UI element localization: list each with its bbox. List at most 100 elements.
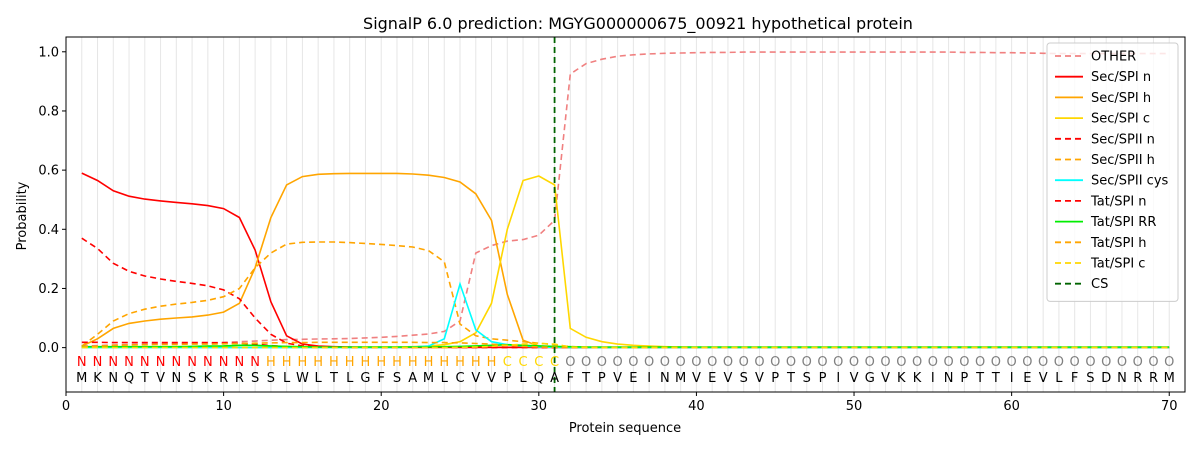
residue-label: E [629, 371, 637, 386]
region-label: H [471, 355, 481, 370]
residue-label: M [423, 371, 434, 386]
residue-label: T [140, 371, 149, 386]
region-label: O [754, 355, 764, 370]
residue-label: S [188, 371, 196, 386]
residue-label: I [647, 371, 651, 386]
legend-label: Sec/SPI h [1091, 91, 1151, 106]
region-label: O [691, 355, 701, 370]
residue-label: T [786, 371, 795, 386]
legend-label: Tat/SPI h [1090, 236, 1147, 251]
residue-label: S [1086, 371, 1094, 386]
residue-label: N [660, 371, 670, 386]
region-label: O [1085, 355, 1095, 370]
y-tick-label: 1.0 [38, 45, 59, 60]
region-label: N [140, 355, 150, 370]
residue-label: V [613, 371, 622, 386]
region-label: C [534, 355, 543, 370]
region-label: C [503, 355, 512, 370]
region-label: N [171, 355, 181, 370]
residue-label: R [1133, 371, 1142, 386]
region-label: O [880, 355, 890, 370]
residue-label: K [93, 371, 102, 386]
region-label: O [959, 355, 969, 370]
residue-label: W [296, 371, 309, 386]
residue-label: T [329, 371, 338, 386]
residue-label: F [567, 371, 574, 386]
y-tick-label: 0.2 [38, 282, 59, 297]
region-label: H [282, 355, 292, 370]
x-tick-label: 10 [215, 399, 232, 414]
series-line-sec-spi-h [81, 172, 1170, 349]
region-label: N [93, 355, 103, 370]
residue-label: V [881, 371, 890, 386]
region-label: O [565, 355, 575, 370]
residue-label: P [960, 371, 968, 386]
region-label: O [1070, 355, 1080, 370]
x-tick-label: 0 [62, 399, 70, 414]
region-label: H [329, 355, 339, 370]
residue-label: F [377, 371, 384, 386]
region-label: O [802, 355, 812, 370]
series-line-other [81, 51, 1170, 347]
region-label: O [975, 355, 985, 370]
residue-label: V [755, 371, 764, 386]
x-axis-label: Protein sequence [569, 421, 681, 436]
region-label: O [1148, 355, 1158, 370]
residue-label: P [819, 371, 827, 386]
residue-label: L [346, 371, 354, 386]
residue-label: M [675, 371, 686, 386]
region-label: O [770, 355, 780, 370]
region-label: O [739, 355, 749, 370]
region-label: O [833, 355, 843, 370]
region-label: O [928, 355, 938, 370]
region-label: H [392, 355, 402, 370]
x-tick-label: 40 [688, 399, 705, 414]
residue-label: N [944, 371, 954, 386]
region-label: O [676, 355, 686, 370]
residue-label: A [408, 371, 417, 386]
legend-label: Sec/SPI c [1091, 112, 1150, 127]
residue-label: G [865, 371, 875, 386]
residue-label: K [897, 371, 906, 386]
legend-label: Sec/SPII n [1091, 132, 1155, 147]
region-label: H [266, 355, 276, 370]
legend-label: Sec/SPII cys [1091, 174, 1169, 189]
region-label: O [707, 355, 717, 370]
region-label: N [108, 355, 118, 370]
residue-label: K [913, 371, 922, 386]
y-tick-label: 0.4 [38, 223, 59, 238]
residue-label: L [441, 371, 449, 386]
x-tick-label: 70 [1161, 399, 1178, 414]
residue-label: R [235, 371, 244, 386]
legend-label: OTHER [1091, 50, 1136, 65]
region-label: O [660, 355, 670, 370]
residue-label: Q [124, 371, 134, 386]
residue-label: T [975, 371, 984, 386]
region-label: N [156, 355, 166, 370]
region-label: O [581, 355, 591, 370]
residue-label: R [219, 371, 228, 386]
residue-label: P [771, 371, 779, 386]
residue-label: T [581, 371, 590, 386]
residue-label: N [1117, 371, 1127, 386]
residue-label: F [1071, 371, 1078, 386]
residue-label: V [850, 371, 859, 386]
region-label: O [644, 355, 654, 370]
region-label: N [77, 355, 87, 370]
region-label: H [376, 355, 386, 370]
region-label: H [345, 355, 355, 370]
legend-label: Sec/SPI n [1091, 70, 1151, 85]
residue-label: S [393, 371, 401, 386]
chart-title: SignalP 6.0 prediction: MGYG000000675_00… [363, 14, 913, 34]
region-label: C [519, 355, 528, 370]
region-label: H [424, 355, 434, 370]
region-label: O [1007, 355, 1017, 370]
legend-label: Tat/SPI n [1090, 194, 1147, 209]
residue-label: T [991, 371, 1000, 386]
region-label: O [1164, 355, 1174, 370]
region-label: N [124, 355, 134, 370]
series-line-sec-spi-c [81, 175, 1170, 349]
region-label: O [723, 355, 733, 370]
residue-label: R [1149, 371, 1158, 386]
